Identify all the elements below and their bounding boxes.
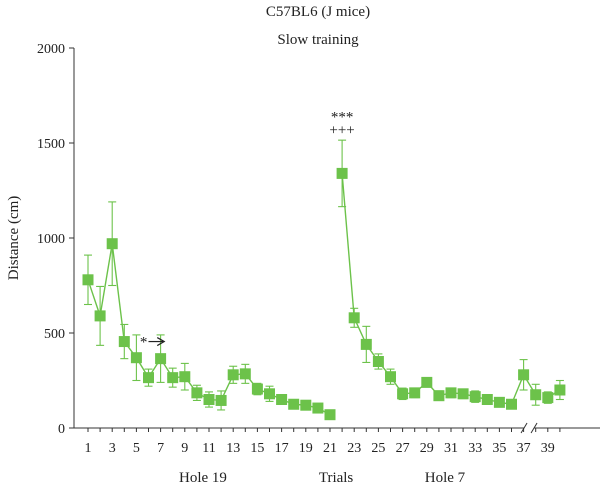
x-tick-label: 7 [157, 441, 164, 456]
data-point [493, 396, 505, 408]
data-point [506, 398, 517, 410]
group-labels: Hole 19 Trials Hole 7 [179, 470, 466, 486]
data-point [481, 394, 493, 405]
y-tick-label: 500 [44, 327, 65, 342]
data-point [288, 398, 300, 410]
x-ticks: 1 3 5 7 9 11 13 15 17 19 21 23 25 27 29 31 33 35 37 39 [85, 428, 561, 456]
data-point [167, 372, 179, 384]
data-point [409, 387, 421, 399]
data-point [518, 369, 530, 381]
data-point [179, 371, 191, 383]
x-tick-label: 37 [517, 441, 531, 456]
chart-title: C57BL6 (J mice) [266, 4, 370, 20]
data-point [239, 368, 251, 380]
data-point [469, 391, 481, 403]
x-tick-label: 21 [323, 441, 337, 456]
data-point [336, 167, 348, 179]
series-layer [82, 139, 566, 421]
data-point [372, 356, 384, 367]
data-point [155, 353, 167, 365]
data-point [312, 402, 324, 414]
significance-marker: +++ [329, 123, 354, 139]
data-point [251, 383, 263, 395]
x-tick-label: 25 [371, 441, 385, 456]
data-point [118, 336, 130, 348]
x-tick-label: 11 [202, 441, 215, 456]
data-point [106, 238, 118, 250]
data-point [554, 384, 566, 396]
data-point [94, 310, 106, 322]
data-point [433, 390, 445, 402]
x-tick-label: 1 [85, 441, 92, 456]
data-point [457, 388, 469, 400]
data-point [130, 352, 142, 364]
data-point [143, 372, 154, 384]
x-tick-label: 29 [420, 441, 434, 456]
x-tick-label: 9 [181, 441, 188, 456]
y-tick-label: 2000 [37, 42, 65, 57]
significance-marker: * [140, 335, 148, 351]
series-group [82, 201, 336, 421]
x-tick-label: 15 [250, 441, 264, 456]
y-axis-label: Distance (cm) [6, 196, 22, 281]
data-point [397, 388, 409, 400]
data-point [276, 394, 288, 405]
x-tick-label: 19 [299, 441, 313, 456]
data-point [82, 274, 94, 286]
data-point [421, 376, 433, 388]
x-tick-label: 35 [492, 441, 506, 456]
x-tick-label: 13 [226, 441, 240, 456]
x-tick-label: 27 [396, 441, 410, 456]
series-group [336, 139, 542, 410]
group-label: Hole 7 [425, 470, 466, 486]
data-point [445, 387, 457, 399]
annotation-arrow-head [156, 337, 166, 347]
y-ticks: 0 500 1000 1500 2000 [37, 42, 74, 437]
x-tick-label: 39 [541, 441, 555, 456]
y-tick-label: 1500 [37, 137, 65, 152]
data-point [215, 394, 227, 406]
group-label: Trials [319, 470, 354, 486]
data-point [203, 394, 215, 405]
data-point [348, 312, 360, 324]
series-group [542, 379, 566, 404]
data-point [530, 389, 542, 401]
axis-break-mark [530, 422, 538, 434]
x-tick-label: 23 [347, 441, 361, 456]
data-point [264, 388, 275, 400]
x-tick-label: 33 [468, 441, 482, 456]
y-tick-label: 1000 [37, 232, 65, 247]
significance-marker: *** [331, 109, 354, 125]
y-tick-label: 0 [58, 422, 65, 437]
data-point [360, 338, 372, 350]
group-label: Hole 19 [179, 470, 227, 486]
x-tick-label: 3 [109, 441, 116, 456]
chart-subtitle: Slow training [277, 32, 359, 48]
data-point [191, 387, 203, 399]
x-tick-label: 5 [133, 441, 140, 456]
annotations: ***+++ * [140, 109, 355, 350]
series-line [341, 173, 537, 406]
data-point [227, 369, 239, 381]
x-tick-label: 31 [444, 441, 458, 456]
x-tick-label: 17 [275, 441, 289, 456]
data-point [542, 392, 554, 404]
data-point [385, 371, 396, 383]
data-point [300, 399, 312, 411]
data-point [324, 409, 336, 421]
